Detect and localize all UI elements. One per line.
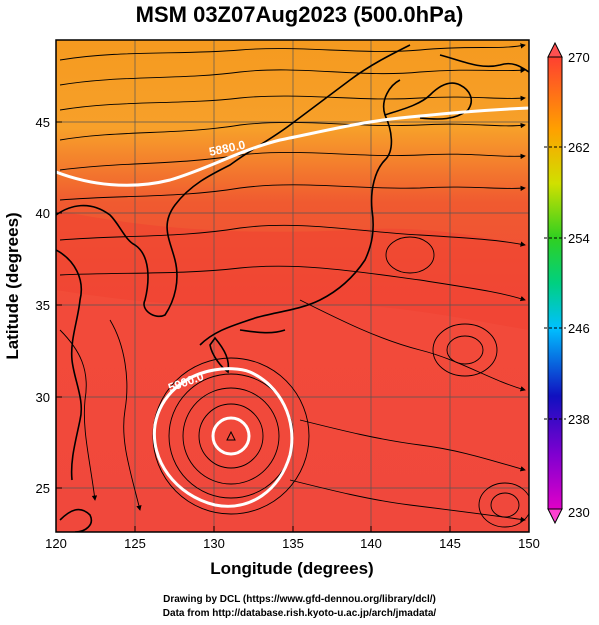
y-axis-title: Latitude (degrees) <box>3 212 22 359</box>
x-tick-120: 120 <box>45 536 67 551</box>
x-tick-150: 150 <box>518 536 540 551</box>
x-tick-140: 140 <box>360 536 382 551</box>
credit-data: Data from http://database.rish.kyoto-u.a… <box>162 608 437 619</box>
colorbar-tick-230: 230 <box>568 505 590 520</box>
colorbar: 230 238 246 254 262 270 <box>544 41 590 525</box>
contour-5900 <box>152 367 294 508</box>
colorbar-tick-262: 262 <box>568 140 590 155</box>
colorbar-bottom-triangle <box>547 508 563 525</box>
colorbar-tick-238: 238 <box>568 412 590 427</box>
x-tick-145: 145 <box>439 536 461 551</box>
x-tick-125: 125 <box>124 536 146 551</box>
y-tick-25: 25 <box>36 481 50 496</box>
axis-ticks <box>55 121 530 532</box>
x-tick-135: 135 <box>282 536 304 551</box>
colorbar-tick-270: 270 <box>568 50 590 65</box>
contour-5880 <box>56 106 529 187</box>
y-tick-35: 35 <box>36 298 50 313</box>
colorbar-tick-246: 246 <box>568 321 590 336</box>
credit-drawing: Drawing by DCL (https://www.gfd-dennou.o… <box>163 594 436 605</box>
height-contours <box>56 106 529 508</box>
contour-5900-inner <box>211 416 251 456</box>
typhoon-center-marker <box>226 430 236 441</box>
map-title: MSM 03Z07Aug2023 (500.0hPa) <box>135 2 464 27</box>
colorbar-tick-254: 254 <box>568 231 590 246</box>
y-tick-40: 40 <box>36 206 50 221</box>
x-tick-labels: 120 125 130 135 140 145 150 <box>45 536 540 551</box>
y-tick-30: 30 <box>36 390 50 405</box>
x-axis-title: Longitude (degrees) <box>210 559 373 578</box>
colorbar-top-triangle <box>547 41 563 58</box>
x-tick-130: 130 <box>203 536 225 551</box>
y-tick-45: 45 <box>36 115 50 130</box>
y-tick-labels: 25 30 35 40 45 <box>36 115 50 496</box>
